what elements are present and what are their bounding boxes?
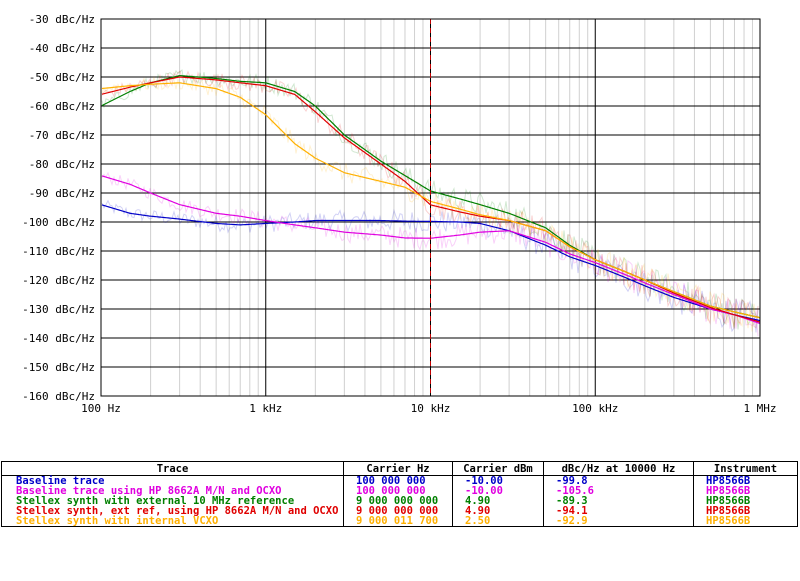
y-tick-label: -160 dBc/Hz (22, 390, 95, 403)
x-tick-label: 100 Hz (81, 402, 121, 415)
x-tick-label: 1 MHz (743, 402, 776, 415)
y-axis-ticks: -30 dBc/Hz -40 dBc/Hz -50 dBc/Hz -60 dBc/Hz… (22, 13, 95, 403)
legend-row: Stellex synth with internal VCXO 9 000 01… (1, 516, 798, 527)
legend-row: Baseline trace 100 000 000 -10.00 -99.8 HP85… (1, 475, 798, 486)
legend-row: Stellex synth, ext ref, using HP 8662A M… (1, 506, 798, 516)
legend-instrument: HP8566B (693, 506, 798, 516)
x-tick-label: 1 kHz (249, 402, 282, 415)
legend-header-trace: Trace (1, 461, 344, 476)
plot-frame (100, 18, 761, 397)
y-tick-label: -150 dBc/Hz (22, 361, 95, 374)
legend-header-instrument: Instrument (693, 461, 798, 476)
raw-noise-trace (101, 70, 759, 329)
legend-header-dbc: dBc/Hz at 10000 Hz (543, 461, 694, 476)
legend-header-row: Trace Carrier Hz Carrier dBm dBc/Hz at 1… (1, 461, 798, 476)
legend-row: Baseline trace using HP 8662A M/N and OC… (1, 486, 798, 496)
x-tick-label: 10 kHz (411, 402, 451, 415)
legend-table: Trace Carrier Hz Carrier dBm dBc/Hz at 1… (1, 461, 798, 527)
legend-instrument: HP8566B (693, 475, 798, 486)
y-tick-label: -30 dBc/Hz (29, 13, 95, 26)
legend-header-carrier-dbm: Carrier dBm (452, 461, 544, 476)
legend-carrier-hz: 9 000 011 700 (343, 516, 453, 527)
legend-trace-name: Stellex synth with internal VCXO (1, 516, 344, 527)
x-axis-ticks: 100 Hz 1 kHz 10 kHz 100 kHz 1 MHz (81, 402, 776, 415)
y-tick-label: -140 dBc/Hz (22, 332, 95, 345)
y-tick-label: -80 dBc/Hz (29, 158, 95, 171)
y-tick-label: -40 dBc/Hz (29, 42, 95, 55)
legend-instrument: HP8566B (693, 516, 798, 527)
y-tick-label: -130 dBc/Hz (22, 303, 95, 316)
raw-noise-trace (101, 69, 759, 330)
y-tick-label: -60 dBc/Hz (29, 100, 95, 113)
legend-dbc-value: -92.9 (543, 516, 694, 527)
legend-instrument: HP8566B (693, 496, 798, 506)
raw-noise-trace (101, 199, 759, 333)
phase-noise-chart: -30 dBc/Hz -40 dBc/Hz -50 dBc/Hz -60 dBc/Hz… (22, 13, 776, 415)
legend-instrument: HP8566B (693, 486, 798, 496)
y-tick-label: -100 dBc/Hz (22, 216, 95, 229)
legend-carrier-dbm: 2.50 (452, 516, 544, 527)
y-tick-label: -120 dBc/Hz (22, 274, 95, 287)
y-tick-label: -50 dBc/Hz (29, 71, 95, 84)
legend-row: Stellex synth with external 10 MHz refer… (1, 496, 798, 506)
y-tick-label: -70 dBc/Hz (29, 129, 95, 142)
y-tick-label: -90 dBc/Hz (29, 187, 95, 200)
legend-header-carrier-hz: Carrier Hz (343, 461, 453, 476)
x-tick-label: 100 kHz (572, 402, 618, 415)
y-tick-label: -110 dBc/Hz (22, 245, 95, 258)
